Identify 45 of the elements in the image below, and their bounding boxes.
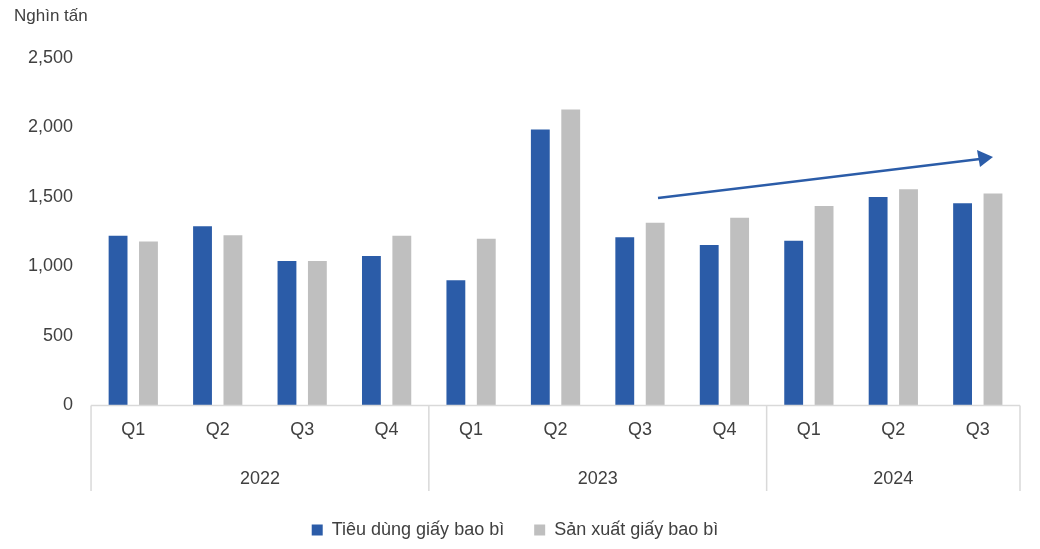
bar (784, 240, 804, 406)
x-tick-label: Q2 (205, 419, 230, 440)
y-tick-label: 2,500 (28, 46, 74, 67)
bar (476, 238, 496, 406)
text: 2024 (873, 467, 914, 488)
y-tick-label: 500 (43, 324, 74, 345)
x-tick-label: Q1 (121, 419, 146, 440)
text: 2023 (577, 467, 618, 488)
bar (645, 222, 665, 406)
bar (139, 241, 158, 406)
legend-label: Tiêu dùng giấy bao bì (331, 518, 505, 539)
bar (615, 237, 635, 406)
bar (223, 235, 243, 406)
bar (899, 189, 918, 406)
y-tick-label: 1,500 (28, 185, 74, 206)
x-tick-label: Q2 (543, 419, 568, 440)
bar (561, 109, 581, 406)
bar (814, 205, 834, 406)
bar (277, 260, 297, 406)
x-tick-label: Q1 (796, 419, 821, 440)
bar (446, 280, 466, 406)
bar (392, 235, 412, 406)
y-tick-label: 2,000 (28, 116, 74, 137)
bar (108, 235, 128, 406)
bar (953, 203, 972, 406)
bar (699, 244, 719, 406)
bar (530, 129, 550, 406)
bar (307, 260, 327, 406)
x-tick-label: Q3 (965, 419, 990, 440)
x-tick-label: Q3 (290, 419, 315, 440)
bar (868, 196, 888, 406)
text: 2022 (239, 467, 280, 488)
y-tick-label: 0 (63, 394, 74, 415)
x-tick-label: Q4 (712, 419, 737, 440)
x-tick-label: Q3 (627, 419, 652, 440)
x-tick-label: Q2 (881, 419, 906, 440)
bar (730, 217, 750, 406)
x-tick-label: Q4 (374, 419, 399, 440)
x-tick-label: Q1 (459, 419, 484, 440)
bar (362, 256, 381, 406)
legend-label: Sản xuất giấy bao bì (554, 518, 719, 539)
bar (193, 226, 212, 406)
y-tick-label: 1,000 (28, 255, 74, 276)
bar (983, 193, 1003, 406)
y-axis-title: Nghìn tấn (14, 6, 88, 26)
